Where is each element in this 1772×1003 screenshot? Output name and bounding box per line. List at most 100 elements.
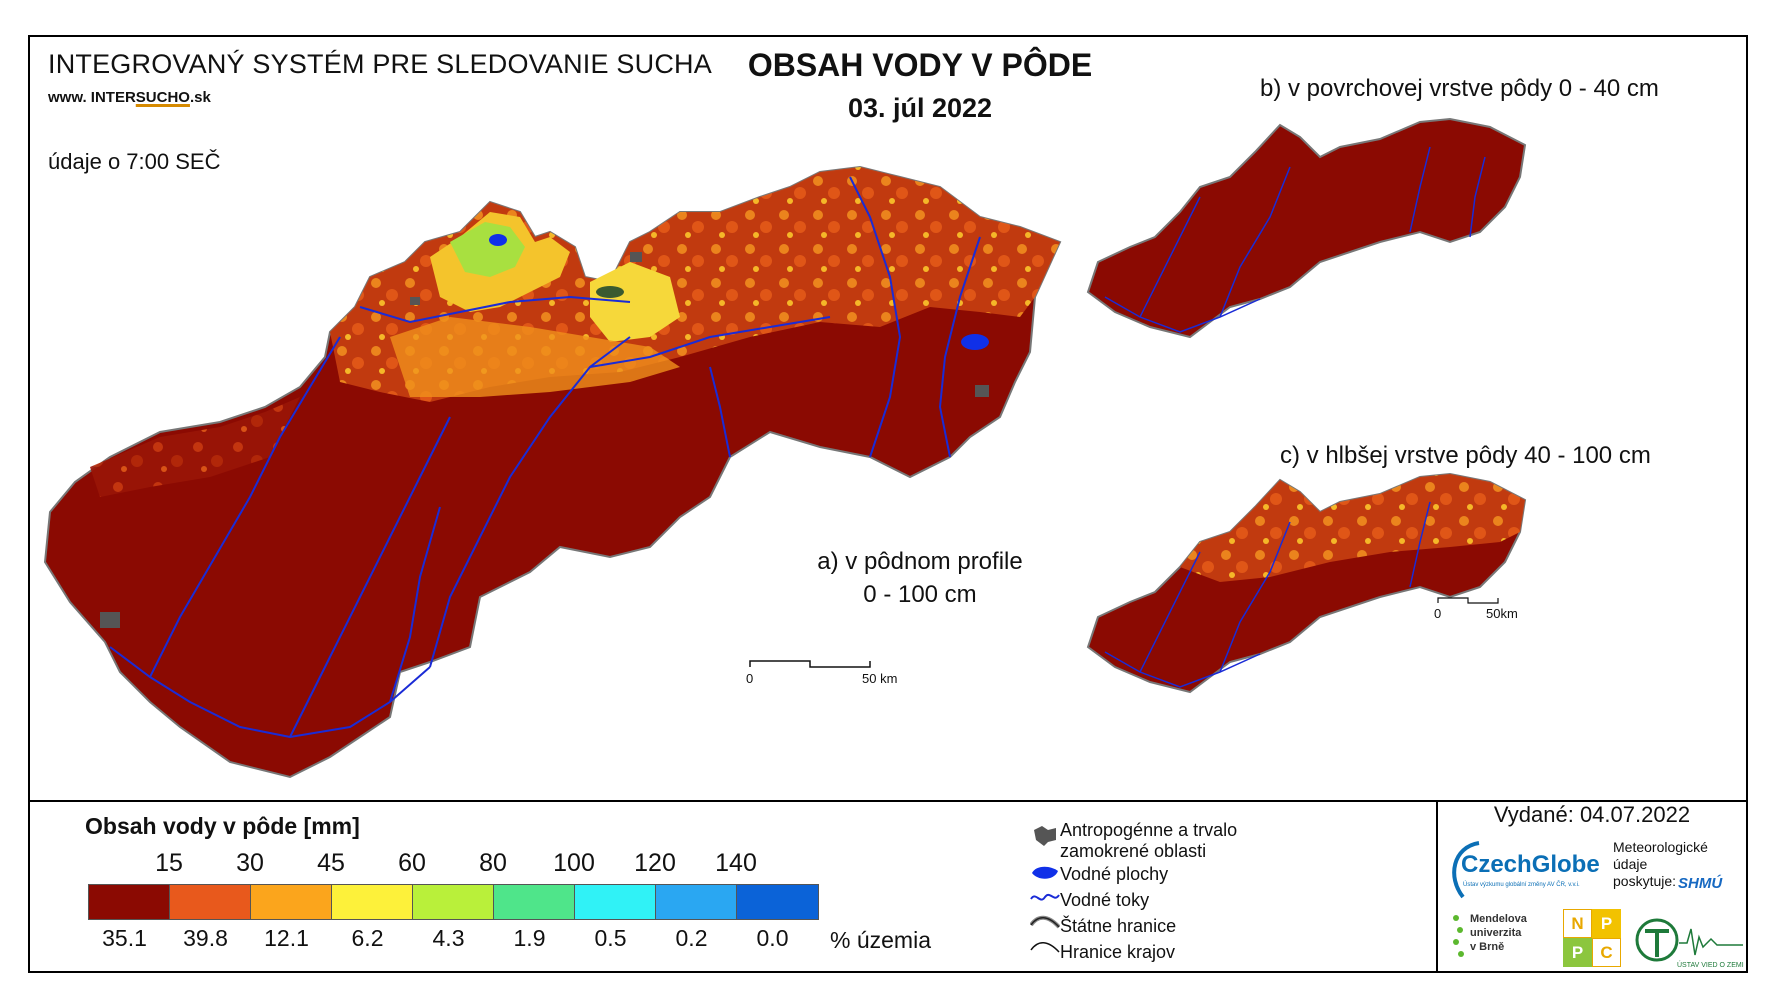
legend-percentage: 0.0: [756, 925, 789, 951]
legend-swatch: [656, 885, 737, 919]
mendel-line3: v Brně: [1470, 941, 1505, 953]
legend-percentage: 4.3: [432, 925, 465, 951]
uvz-text: ÚSTAV VIED O ZEMI: [1677, 960, 1744, 969]
legend-swatch: [575, 885, 656, 919]
map-date: 03. júl 2022: [847, 93, 993, 123]
key-anthropogenic-line1: Antropogénne a trvalo: [1060, 820, 1238, 840]
key-state-border: Štátne hranice: [1060, 916, 1177, 936]
legend-swatch: [332, 885, 413, 919]
legend-swatch: [251, 885, 332, 919]
scale-small-end: 50km: [1486, 606, 1518, 621]
meteo-provider-note: Meteorologické údaje poskytuje:: [1613, 839, 1708, 890]
lake-orava: [489, 234, 507, 246]
nppc-p1: P: [1592, 909, 1621, 938]
scale-bar-small: 0 50km: [1434, 597, 1518, 621]
anthropogenic-areas-main: [100, 252, 989, 628]
legend-percentage: 1.9: [513, 925, 546, 951]
legend-swatch: [170, 885, 251, 919]
rivers-b: [1104, 146, 1486, 333]
rivers-main: [109, 176, 981, 739]
panel-a-label-line2: 0 - 100 cm: [863, 581, 977, 608]
legend-threshold: 140: [715, 849, 757, 877]
legend-threshold: 15: [155, 849, 183, 877]
legend-title: Obsah vody v pôde [mm]: [85, 813, 360, 839]
panel-c-label: c) v hlbšej vrstve pôdy 40 - 100 cm: [1280, 442, 1651, 469]
system-title: INTEGROVANÝ SYSTÉM PRE SLEDOVANIE SUCHA: [48, 49, 712, 79]
uvz-logo: ÚSTAV VIED O ZEMI: [1635, 918, 1744, 969]
map-c-deep-layer: [1086, 472, 1527, 694]
divider-vertical: [1436, 800, 1438, 971]
legend-swatch: [413, 885, 494, 919]
map-b-surface-layer: [1086, 117, 1527, 339]
legend-percentage: 0.5: [594, 925, 627, 951]
state-border-icon: [1030, 915, 1060, 929]
scale-main-zero: 0: [746, 671, 753, 686]
mendel-line1: Mendelova: [1470, 913, 1527, 925]
lake-domasa: [961, 334, 989, 350]
legend-percentage: 35.1: [102, 925, 147, 951]
scale-small-zero: 0: [1434, 606, 1441, 621]
central-yellow-patch: [590, 262, 680, 342]
nppc-n: N: [1563, 909, 1592, 938]
map-frame: INTEGROVANÝ SYSTÉM PRE SLEDOVANIE SUCHA …: [28, 35, 1748, 973]
deep-layer-mountain-zone: [1180, 474, 1525, 582]
nppc-c: C: [1592, 938, 1621, 967]
region-border-icon: [1030, 942, 1060, 953]
mendel-dots-icon: [1453, 915, 1464, 957]
scale-main-end: 50 km: [862, 671, 897, 686]
panel-b-label: b) v povrchovej vrstve pôdy 0 - 40 cm: [1260, 75, 1659, 102]
legend-threshold: 45: [317, 849, 345, 877]
legend-percentage: 39.8: [183, 925, 228, 951]
meteo-line2: údaje: [1613, 856, 1648, 872]
key-water-bodies: Vodné plochy: [1060, 864, 1169, 884]
czechglobe-arc-icon: [1452, 841, 1480, 899]
nppc-p2: P: [1563, 938, 1592, 967]
legend-threshold: 30: [236, 849, 264, 877]
water-stream-icon: [1030, 893, 1060, 901]
meteo-line3: poskytuje:: [1613, 873, 1677, 889]
panel-a-label: a) v pôdnom profile 0 - 100 cm: [790, 545, 1050, 611]
legend-color-bar: [88, 884, 819, 920]
page-title: OBSAH VODY V PÔDE: [747, 47, 1093, 83]
key-water-streams: Vodné toky: [1060, 890, 1150, 910]
czechglobe-logo: CzechGlobe Ústav výzkumu globální změny …: [1443, 837, 1603, 905]
slovakia-outline-b: [1086, 117, 1527, 339]
map-a-soil-profile: [43, 165, 1062, 779]
mendel-university-logo: Mendelova univerzita v Brně: [1453, 912, 1527, 957]
scale-bar-main: 0 50 km: [746, 660, 897, 686]
legend-percentage: 0.2: [675, 925, 708, 951]
legend-threshold: 120: [634, 849, 676, 877]
legend-percentage: 12.1: [264, 925, 309, 951]
western-mottled-zone: [90, 397, 300, 497]
website-highlight: SUCHO: [135, 89, 190, 106]
website-suffix: .sk: [189, 89, 211, 106]
issued-date: Vydané: 04.07.2022: [1493, 802, 1691, 827]
website-prefix: www. INTER: [48, 89, 136, 106]
legend-swatch: [494, 885, 575, 919]
key-anthropogenic-line2: zamokrené oblasti: [1060, 841, 1207, 861]
mendel-line2: univerzita: [1470, 927, 1522, 939]
legend-swatch: [89, 885, 170, 919]
legend-threshold: 80: [479, 849, 507, 877]
time-note: údaje o 7:00 SEČ: [48, 149, 221, 174]
meteo-line1: Meteorologické: [1613, 839, 1708, 855]
maps-layer: 0 50 km 0 50km: [43, 117, 1527, 779]
anthropogenic-area-icon: [1034, 826, 1056, 846]
tatra-green-patch: [450, 222, 525, 277]
legend-percent-unit: % územia: [830, 927, 931, 953]
shmu-logo: SHMÚ: [1678, 875, 1723, 892]
central-orange-band: [390, 317, 680, 397]
divider-horizontal: [30, 800, 1746, 802]
water-body-icon: [1032, 866, 1058, 879]
panel-a-label-line1: a) v pôdnom profile: [817, 548, 1023, 575]
lake-liptov: [596, 286, 624, 298]
key-region-border: Hranice krajov: [1060, 942, 1176, 962]
website-link[interactable]: www. INTERSUCHO.sk: [48, 89, 211, 106]
legend-swatch: [737, 885, 818, 919]
nppc-logo: N P P C: [1563, 909, 1621, 967]
legend-threshold: 60: [398, 849, 426, 877]
rivers-c: [1104, 501, 1431, 688]
legend-percentage: 6.2: [351, 925, 384, 951]
legend-threshold: 100: [553, 849, 595, 877]
czechglobe-name: CzechGlobe: [1461, 851, 1600, 878]
